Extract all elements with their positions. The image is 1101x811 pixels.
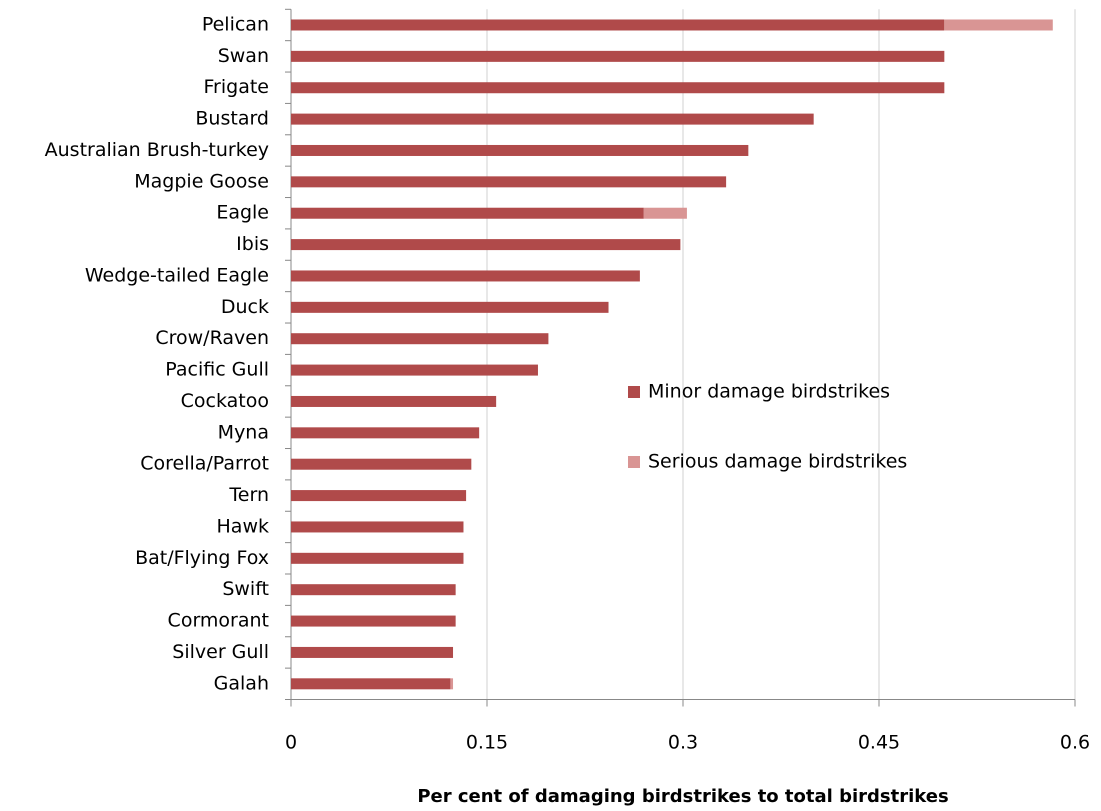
bar-segment	[643, 207, 687, 219]
bar-segment	[291, 427, 480, 439]
y-tick-label: Swan	[218, 45, 269, 67]
bar-segment	[944, 19, 1053, 31]
y-tick-label: Myna	[218, 421, 269, 443]
y-tick-label: Wedge-tailed Eagle	[85, 264, 269, 286]
y-tick-label: Corella/Parrot	[140, 453, 269, 475]
bar-segment	[291, 176, 727, 188]
x-tick-label: 0	[285, 732, 297, 754]
legend-label: Serious damage birdstrikes	[648, 451, 907, 473]
y-tick-label: Tern	[228, 484, 269, 506]
bar-segment	[291, 458, 472, 470]
bar-segment	[291, 82, 945, 94]
bar-segment	[291, 584, 456, 596]
y-tick-label: Hawk	[217, 515, 269, 537]
bar-segment	[291, 270, 640, 282]
x-tick-label: 0.15	[466, 732, 508, 754]
legend-swatch	[628, 386, 640, 398]
bar-segment	[291, 646, 454, 658]
y-tick-label: Eagle	[216, 202, 269, 224]
bar-segment	[291, 113, 814, 125]
y-tick-label: Pelican	[202, 13, 269, 35]
y-tick-label: Swift	[222, 578, 269, 600]
y-tick-label: Australian Brush-turkey	[45, 139, 269, 161]
bar-segment	[291, 19, 945, 31]
y-tick-label: Ibis	[236, 233, 269, 255]
bar-segment	[291, 395, 497, 407]
y-tick-label: Silver Gull	[172, 641, 269, 663]
y-tick-label: Crow/Raven	[155, 327, 269, 349]
bar-segment	[291, 521, 464, 533]
y-tick-label: Cockatoo	[181, 390, 269, 412]
bar-segment	[291, 239, 681, 251]
legend-swatch	[628, 456, 640, 468]
bar-segment	[291, 50, 945, 62]
bar-segment	[291, 207, 644, 219]
y-tick-label: Pacific Gull	[165, 359, 269, 381]
legend-label: Minor damage birdstrikes	[648, 381, 890, 403]
y-tick-label: Bat/Flying Fox	[135, 547, 269, 569]
x-axis-title: Per cent of damaging birdstrikes to tota…	[417, 786, 948, 807]
bar-segment	[291, 552, 464, 564]
bar-segment	[291, 144, 749, 156]
bar-segment	[291, 615, 456, 627]
y-tick-label: Cormorant	[168, 610, 269, 632]
x-tick-label: 0.45	[858, 732, 900, 754]
x-tick-label: 0.6	[1060, 732, 1090, 754]
x-tick-label: 0.3	[668, 732, 698, 754]
bar-segment	[291, 333, 549, 345]
bar-segment	[291, 364, 538, 376]
bar-segment	[291, 490, 467, 502]
bar-segment	[450, 678, 454, 690]
y-tick-label: Duck	[221, 296, 269, 318]
bar-segment	[291, 301, 609, 313]
y-tick-label: Magpie Goose	[134, 170, 269, 192]
y-tick-label: Bustard	[195, 108, 269, 130]
y-tick-label: Frigate	[204, 76, 269, 98]
y-tick-label: Galah	[214, 672, 269, 694]
bar-segment	[291, 678, 451, 690]
